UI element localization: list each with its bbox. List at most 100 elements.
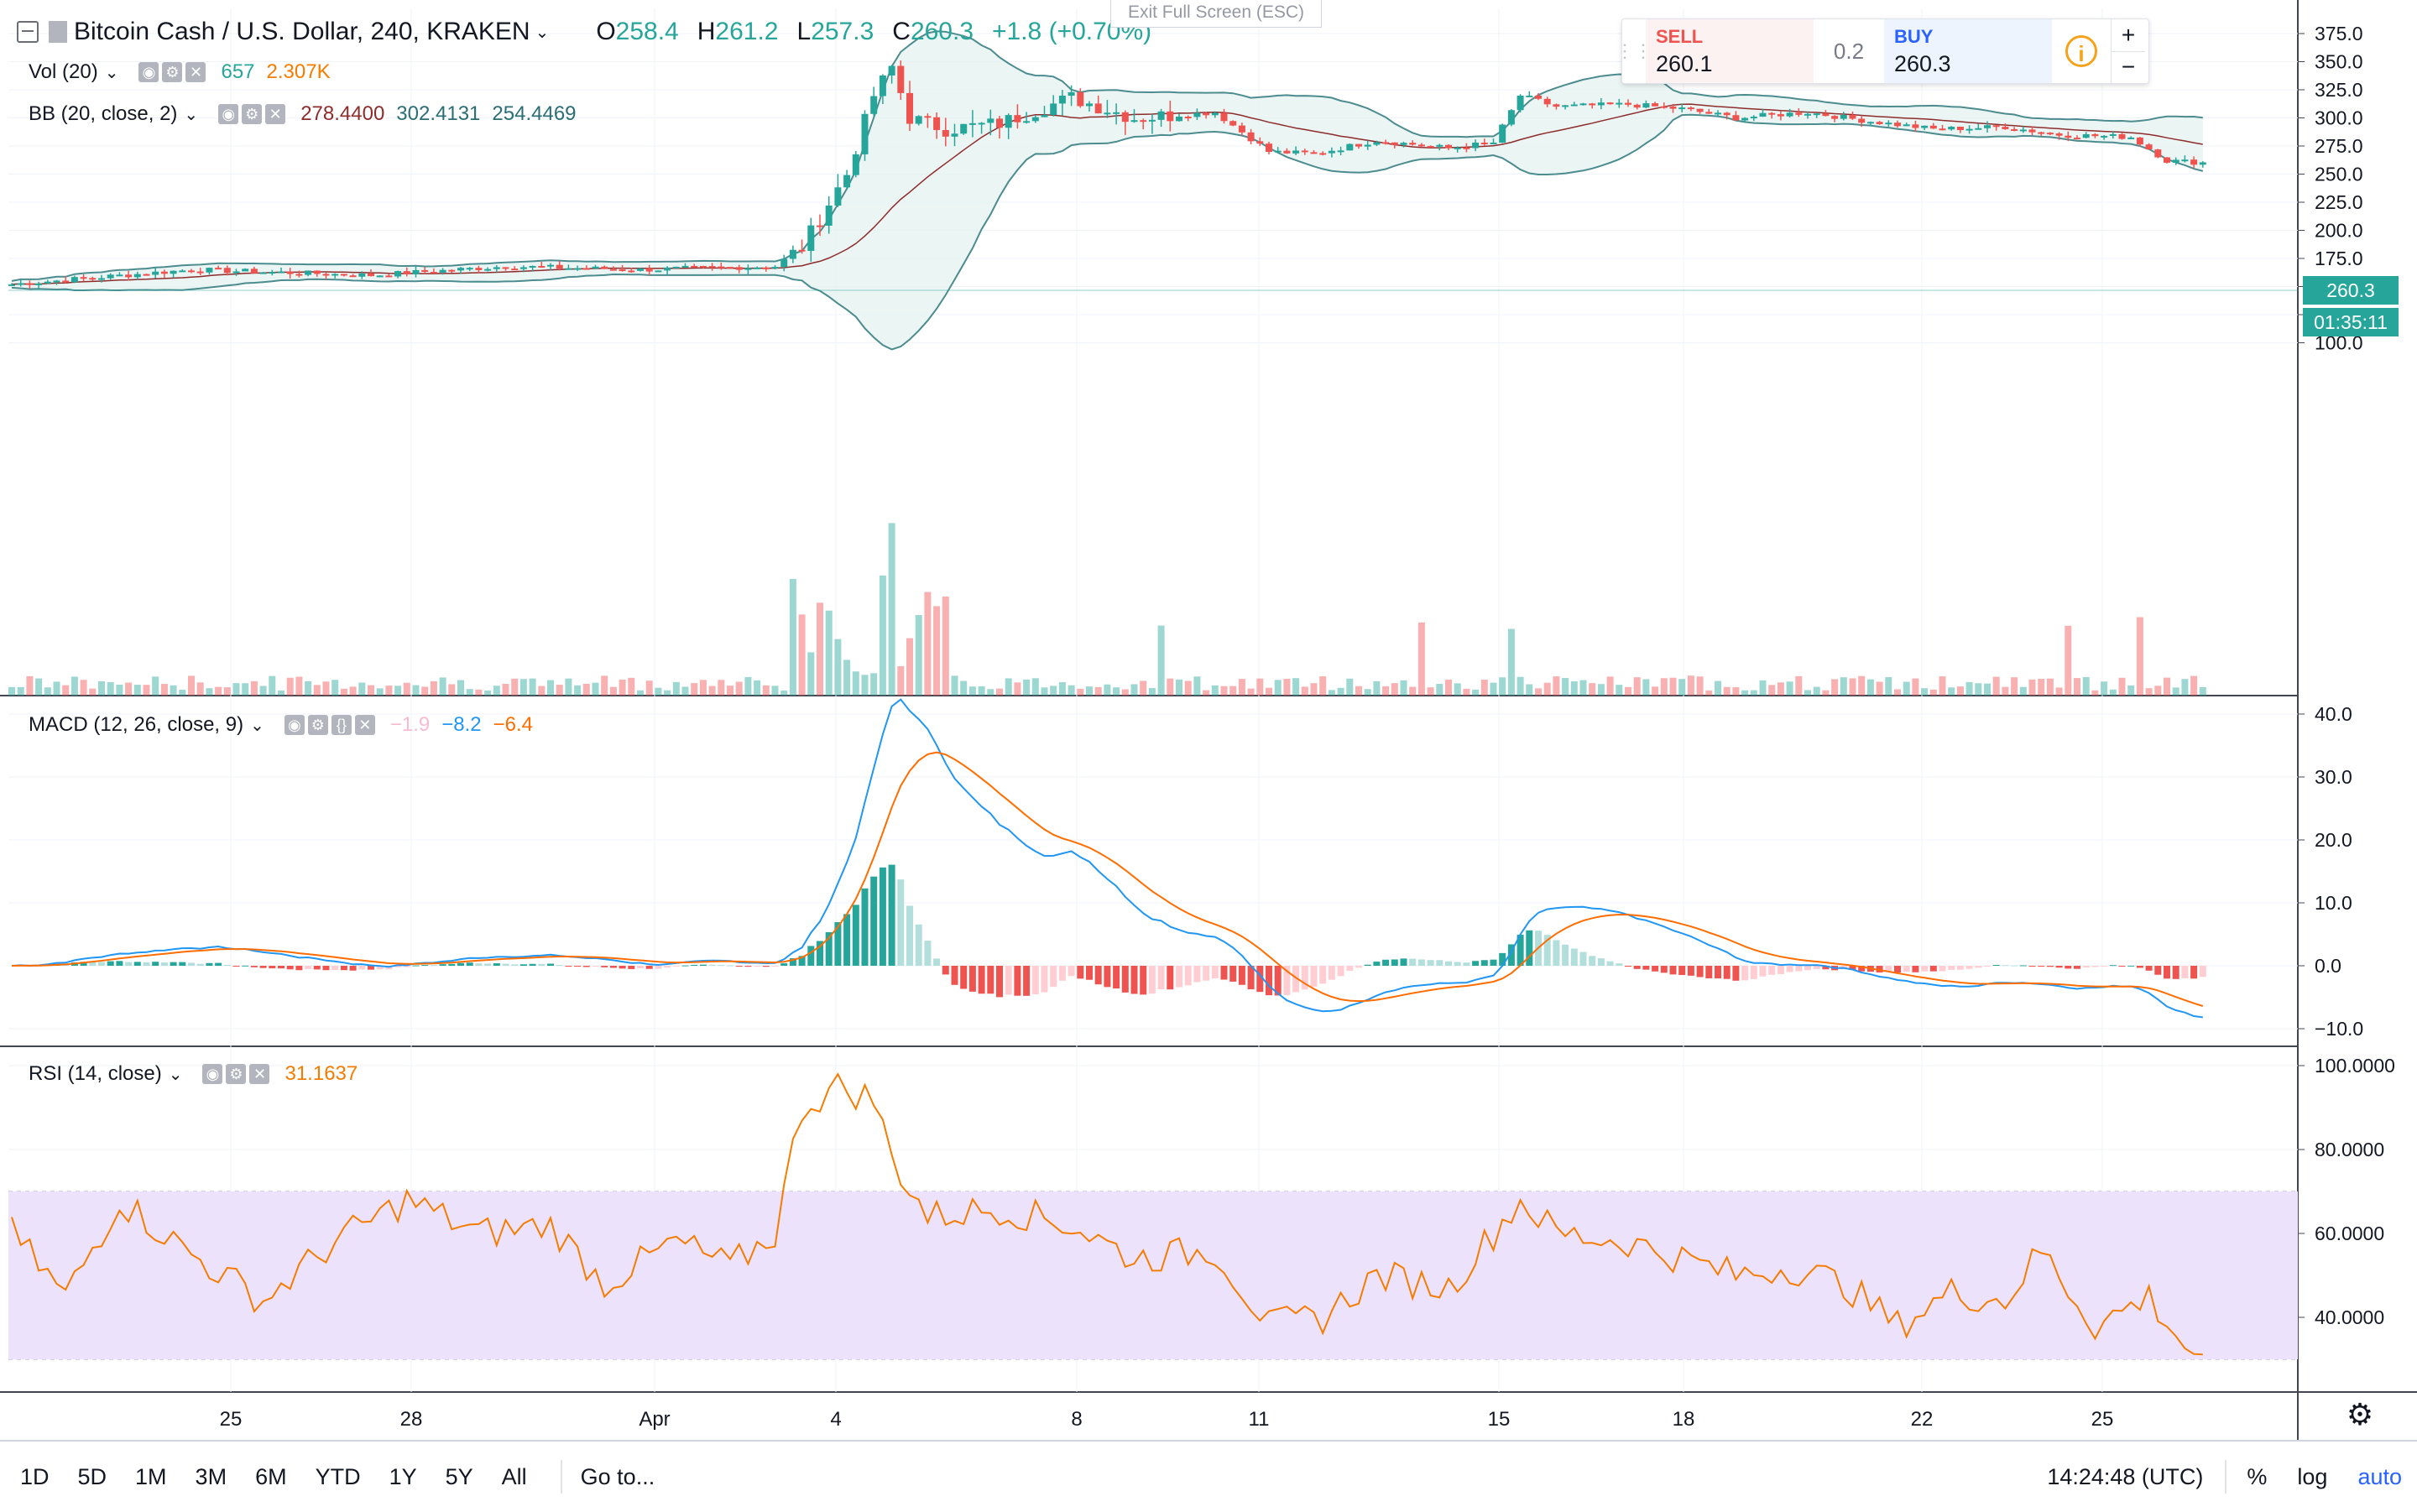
volume-bar xyxy=(2101,681,2108,696)
macd-histogram-bar xyxy=(2002,965,2009,967)
info-button[interactable]: i xyxy=(2052,19,2111,83)
macd-histogram-bar xyxy=(1130,966,1138,994)
volume-bar xyxy=(331,680,339,696)
range-button-5y[interactable]: 5Y xyxy=(445,1463,473,1489)
volume-bar xyxy=(924,592,932,696)
candle xyxy=(672,266,680,269)
percent-toggle[interactable]: % xyxy=(2247,1463,2268,1489)
auto-toggle[interactable]: auto xyxy=(2357,1463,2402,1489)
macd-histogram-bar xyxy=(691,964,698,966)
candle xyxy=(1894,123,1901,127)
macd-histogram-bar xyxy=(143,962,150,966)
eye-icon[interactable]: ◉ xyxy=(284,715,305,735)
macd-histogram-bar xyxy=(637,966,644,969)
time-axis[interactable]: 25 28 Apr 4 8 11 15 18 22 25 xyxy=(220,1408,2114,1431)
volume-bar xyxy=(1364,689,1371,696)
candle xyxy=(1777,114,1784,117)
volume-bar xyxy=(466,689,473,696)
candle xyxy=(1256,141,1264,144)
volume-bar xyxy=(313,685,321,696)
volume-bar xyxy=(1589,683,1596,696)
vol-legend[interactable]: Vol (20) ⌄ ◉ ⚙ ✕ 657 2.307K xyxy=(29,60,331,83)
gear-icon[interactable]: ⚙ xyxy=(307,715,328,735)
candle xyxy=(1184,117,1192,119)
bb-legend[interactable]: BB (20, close, 2) ⌄ ◉ ⚙ ✕ 278.4400 302.4131 2… xyxy=(29,102,577,125)
chart-settings-gear-icon[interactable]: ⚙ xyxy=(2346,1397,2374,1431)
braces-icon[interactable]: {} xyxy=(331,715,352,735)
candle xyxy=(1157,111,1165,120)
gear-icon[interactable]: ⚙ xyxy=(226,1064,247,1084)
volume-bar xyxy=(206,688,213,696)
close-icon[interactable]: ✕ xyxy=(354,715,375,735)
range-button-5d[interactable]: 5D xyxy=(77,1463,107,1489)
volume-bar xyxy=(825,610,833,696)
symbol-header[interactable]: Bitcoin Cash / U.S. Dollar, 240, KRAKEN … xyxy=(17,13,1151,50)
rsi-legend[interactable]: RSI (14, close) ⌄ ◉ ⚙ ✕ 31.1637 xyxy=(29,1062,358,1085)
range-button-1d[interactable]: 1D xyxy=(20,1463,50,1489)
volume-bar xyxy=(1876,681,1883,696)
close-icon[interactable]: ✕ xyxy=(249,1064,270,1084)
volume-bar xyxy=(1831,679,1839,696)
candle xyxy=(1346,143,1354,151)
volume-bar xyxy=(1292,678,1300,696)
macd-histogram-bar xyxy=(250,966,258,967)
gear-icon[interactable]: ⚙ xyxy=(162,62,183,82)
close-icon[interactable]: ✕ xyxy=(265,104,286,124)
volume-bar xyxy=(1858,675,1866,696)
chart-canvas[interactable]: 375.0350.0325.0300.0275.0250.0225.0200.0… xyxy=(0,0,2417,1440)
macd-histogram-bar xyxy=(223,964,231,966)
range-button-1y[interactable]: 1Y xyxy=(389,1463,417,1489)
volume-bar xyxy=(1023,679,1031,696)
candle xyxy=(1822,113,1830,117)
volume-bar xyxy=(655,687,662,696)
candle xyxy=(1876,122,1883,124)
buy-button[interactable]: BUY 260.3 xyxy=(1884,19,2052,83)
candle xyxy=(331,274,339,276)
volume-bar xyxy=(538,686,546,696)
candle xyxy=(870,96,878,114)
rsi-line xyxy=(11,1072,2203,1356)
candle xyxy=(2038,132,2045,134)
close-icon[interactable]: ✕ xyxy=(185,62,206,82)
range-button-all[interactable]: All xyxy=(501,1463,527,1489)
utc-clock[interactable]: 14:24:48 (UTC) xyxy=(2047,1463,2204,1489)
eye-icon[interactable]: ◉ xyxy=(202,1064,223,1084)
drag-handle-icon[interactable]: ⋮⋮ xyxy=(1616,40,1652,61)
range-button-ytd[interactable]: YTD xyxy=(315,1463,361,1489)
candle xyxy=(1984,125,1991,128)
macd-histogram-bar xyxy=(2046,966,2054,967)
range-button-3m[interactable]: 3M xyxy=(195,1463,227,1489)
price-axes[interactable]: 375.0 350.0 325.0 300.0 275.0 250.0 225.0 200.0… xyxy=(2298,23,2395,1328)
eye-icon[interactable]: ◉ xyxy=(138,62,159,82)
symbol-title[interactable]: Bitcoin Cash / U.S. Dollar, 240, KRAKEN xyxy=(74,18,530,45)
chevron-down-icon[interactable]: ⌄ xyxy=(535,23,550,42)
range-button-1m[interactable]: 1M xyxy=(135,1463,167,1489)
macd-histogram-bar xyxy=(1678,966,1686,975)
candle xyxy=(2136,137,2143,145)
volume-bar xyxy=(1929,689,1937,696)
candle xyxy=(933,117,941,130)
log-toggle[interactable]: log xyxy=(2297,1463,2328,1489)
candle xyxy=(1866,122,1874,124)
macd-histogram-bar xyxy=(609,966,617,968)
range-button-6m[interactable]: 6M xyxy=(255,1463,287,1489)
candle xyxy=(2074,138,2080,140)
collapse-legend-icon[interactable] xyxy=(17,21,39,43)
goto-button[interactable]: Go to... xyxy=(580,1463,655,1489)
macd-histogram-bar xyxy=(780,963,788,966)
candle xyxy=(196,271,204,274)
macd-histogram-bar xyxy=(412,965,420,967)
time-tick-label: 25 xyxy=(2091,1408,2114,1431)
decrease-quantity-button[interactable]: − xyxy=(2121,54,2136,81)
macd-tick-label: 30.0 xyxy=(2315,766,2352,788)
eye-icon[interactable]: ◉ xyxy=(218,104,239,124)
macd-histogram-bar xyxy=(2127,965,2135,967)
time-tick-label: 15 xyxy=(1488,1408,1511,1431)
volume-bar xyxy=(1642,679,1650,696)
increase-quantity-button[interactable]: + xyxy=(2112,19,2145,52)
macd-legend[interactable]: MACD (12, 26, close, 9) ⌄ ◉ ⚙{} ✕ −1.9 −8.2−… xyxy=(29,713,534,736)
macd-histogram-bar xyxy=(368,966,374,970)
gear-icon[interactable]: ⚙ xyxy=(242,104,263,124)
candle xyxy=(978,123,985,125)
sell-button[interactable]: SELL 260.1 xyxy=(1646,19,1814,83)
